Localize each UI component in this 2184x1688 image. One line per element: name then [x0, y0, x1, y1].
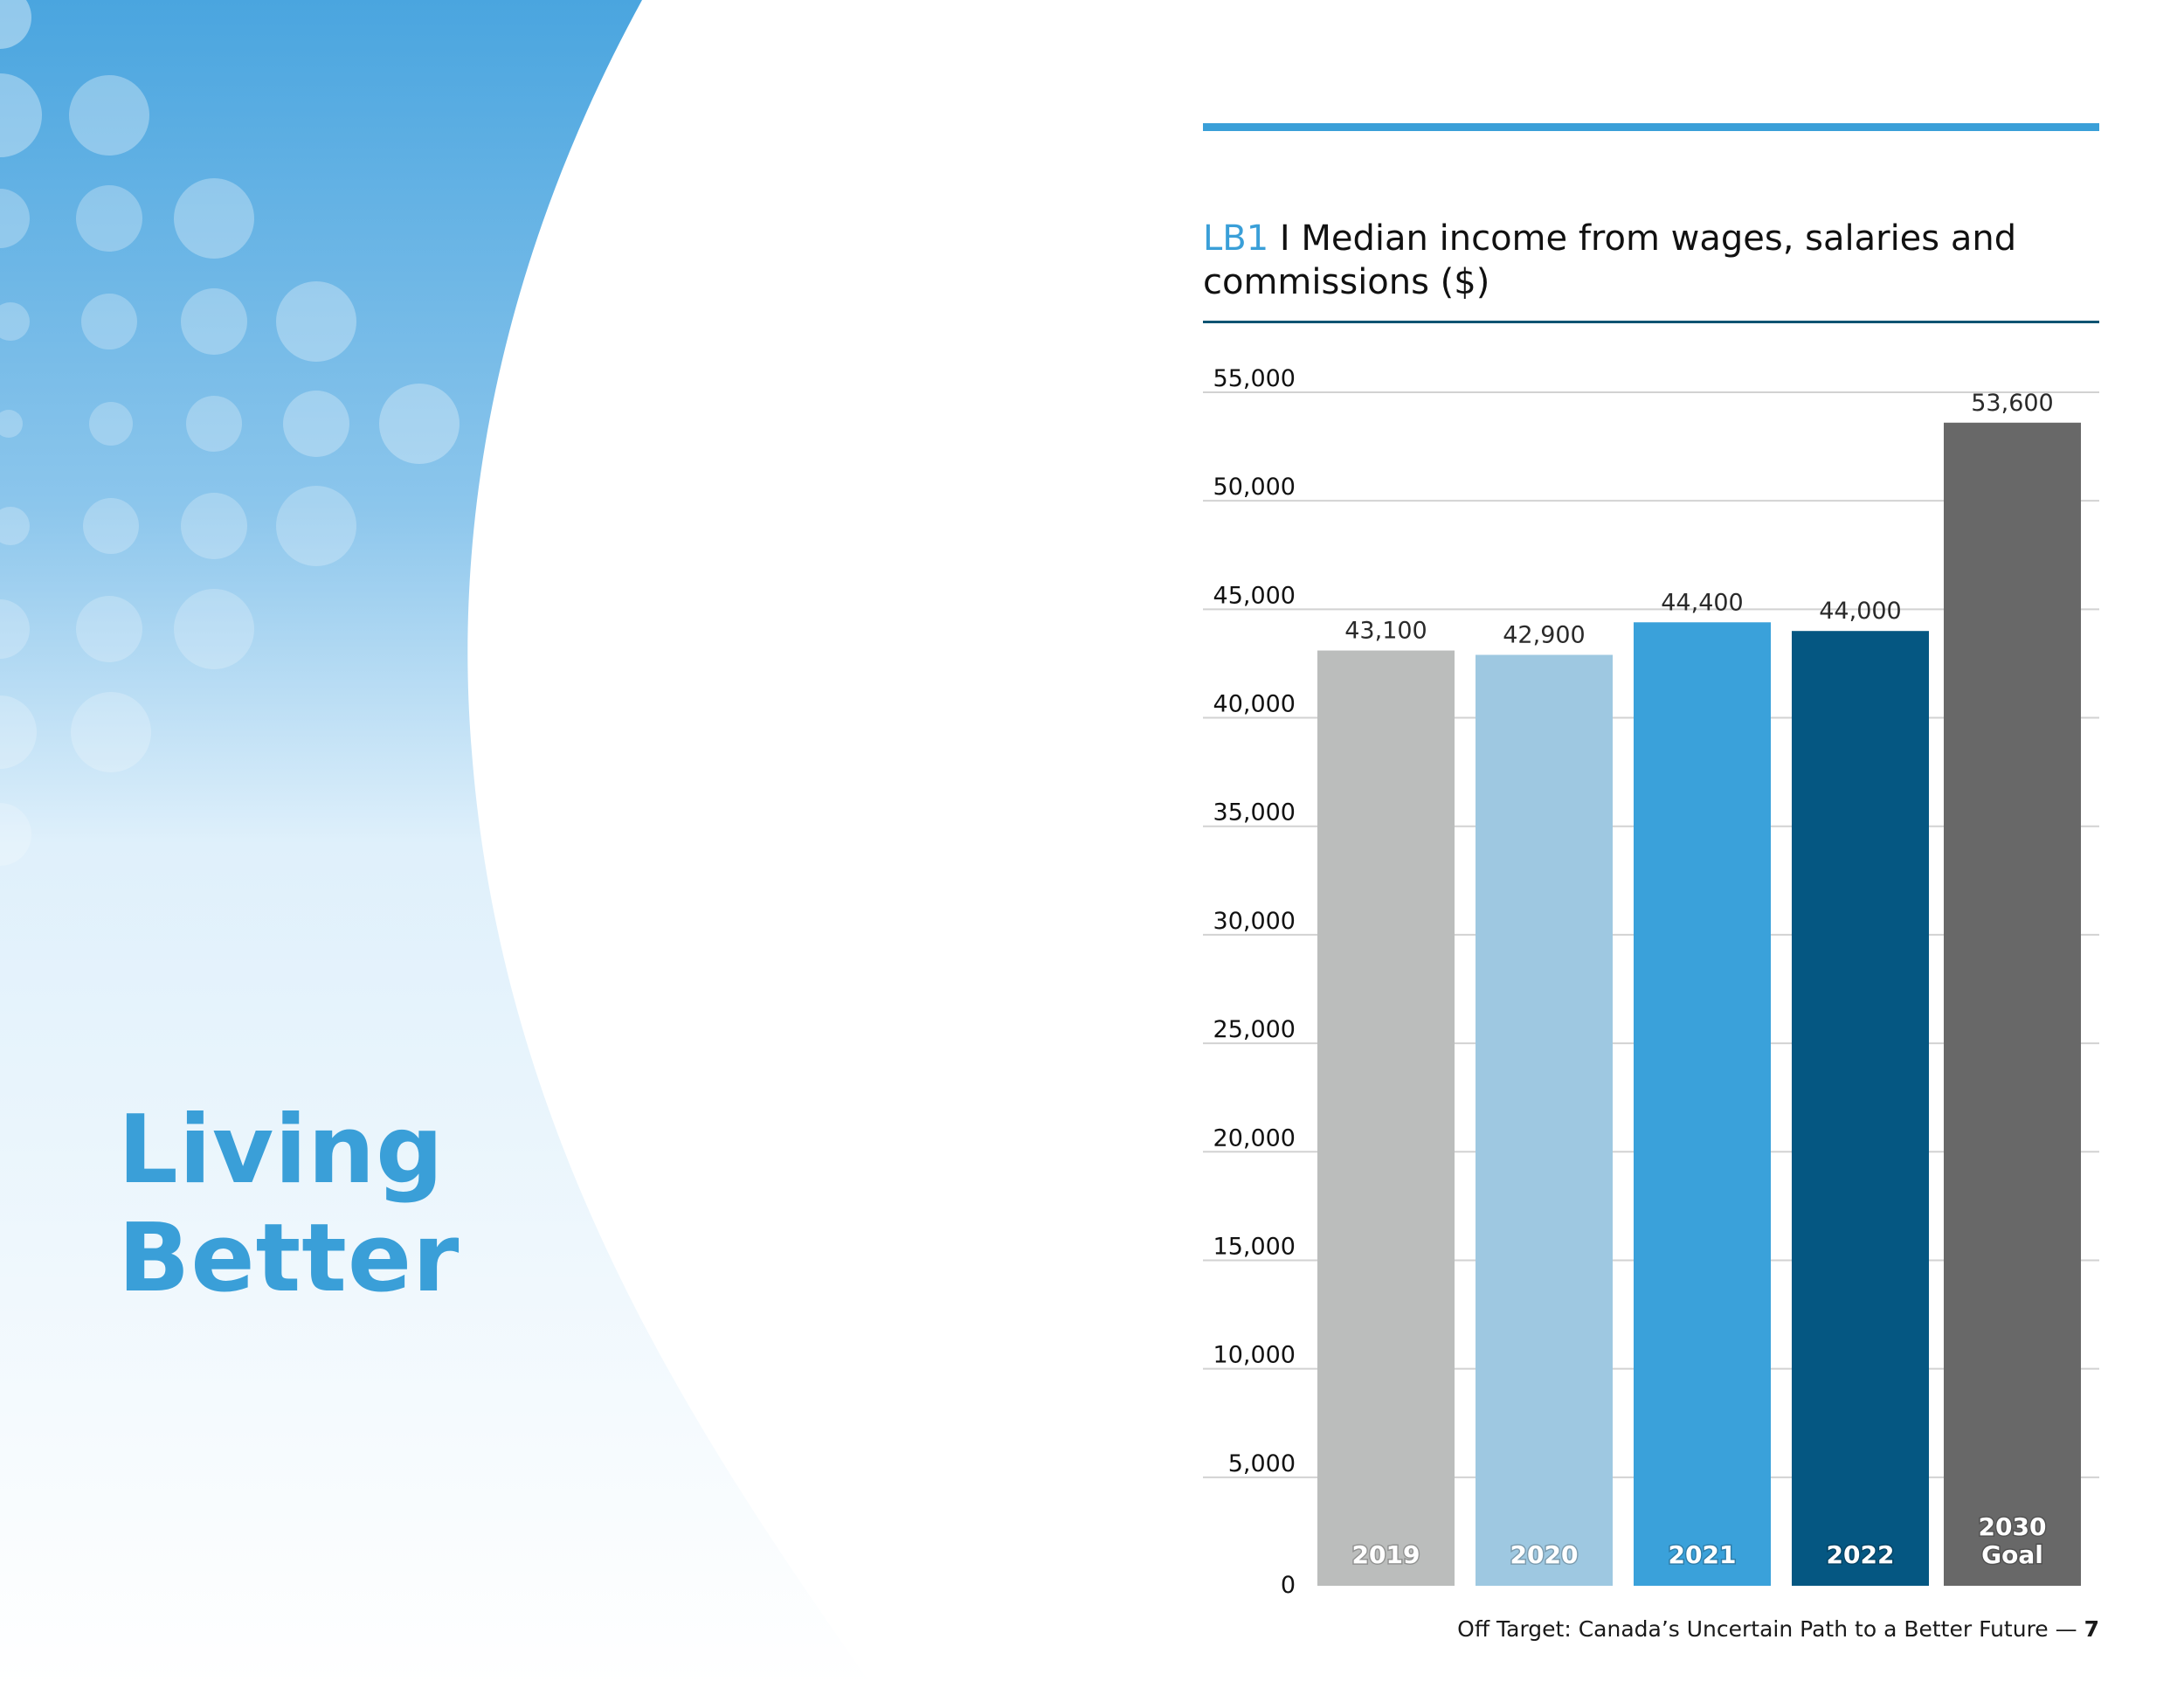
y-tick-label: 30,000 — [1213, 908, 1296, 935]
y-tick-label: 40,000 — [1213, 691, 1296, 718]
page-title-line-2: Better — [118, 1204, 460, 1313]
bar-group: 43,100 2019 — [1317, 618, 1455, 1586]
decor-dot — [0, 73, 42, 157]
chart-code: LB1 — [1203, 218, 1269, 259]
decor-dot — [83, 498, 139, 554]
decor-dot — [276, 281, 356, 362]
decor-dot — [0, 695, 37, 769]
data-label: 44,000 — [1819, 598, 1901, 625]
decor-dot — [283, 391, 349, 457]
y-tick-label: 0 — [1281, 1572, 1296, 1599]
data-label: 44,400 — [1661, 589, 1743, 616]
decor-dot — [186, 396, 242, 452]
category-label: 2021 — [1669, 1540, 1737, 1569]
category-label: 2030 Goal — [1979, 1512, 2047, 1569]
y-tick-label: 5,000 — [1228, 1450, 1296, 1477]
chart-title-separator: I — [1268, 218, 1302, 259]
bar-group: 44,000 2022 — [1792, 598, 1929, 1587]
decor-dot — [0, 599, 30, 659]
category-label: 2019 — [1352, 1540, 1420, 1569]
y-tick-label: 35,000 — [1213, 799, 1296, 827]
y-tick-label: 25,000 — [1213, 1016, 1296, 1043]
decor-dot — [379, 384, 460, 464]
decor-dot — [76, 185, 142, 252]
chart-title-text: Median income from wages, salaries and c… — [1203, 218, 2017, 302]
category-label: 2022 — [1827, 1540, 1895, 1569]
decor-dot — [76, 596, 142, 662]
y-tick-label: 50,000 — [1213, 474, 1296, 501]
decor-dot — [0, 410, 23, 438]
bar — [1792, 631, 1929, 1587]
decor-dot — [0, 302, 30, 341]
data-label: 42,900 — [1503, 622, 1585, 649]
y-tick-label: 10,000 — [1213, 1342, 1296, 1369]
data-label: 53,600 — [1971, 390, 2053, 417]
y-tick-label: 15,000 — [1213, 1233, 1296, 1260]
decor-dot — [174, 178, 254, 259]
decor-dot — [71, 692, 151, 772]
title-underline — [1203, 321, 2099, 323]
page-number: 7 — [2084, 1616, 2099, 1642]
blue-arc-shape — [0, 0, 874, 1688]
y-tick-label: 55,000 — [1213, 365, 1296, 392]
bar — [1317, 650, 1455, 1586]
bar-group: 44,400 2021 — [1634, 589, 1771, 1587]
decor-dot — [276, 486, 356, 566]
y-tick-label: 20,000 — [1213, 1124, 1296, 1152]
bar — [1944, 422, 2081, 1587]
decor-dot — [69, 75, 149, 156]
footer-text: Off Target: Canada’s Uncertain Path to a… — [1457, 1616, 2077, 1642]
decor-dot — [0, 189, 30, 248]
bars: 43,100 2019 42,900 2020 44,400 2021 44,000 2022… — [1317, 390, 2081, 1587]
top-accent-rule — [1203, 123, 2099, 131]
bar-group: 42,900 2020 — [1476, 622, 1613, 1586]
bar — [1476, 654, 1613, 1586]
decor-dot — [181, 288, 247, 355]
y-axis-labels: 0 5,000 10,000 15,000 20,000 25,000 30,000 35,0… — [1213, 365, 1296, 1599]
dot-pattern — [0, 0, 460, 866]
bar-group: 53,600 2030 Goal — [1944, 390, 2081, 1587]
bar — [1634, 622, 1771, 1587]
decor-dot — [0, 803, 31, 866]
chart-title: LB1 I Median income from wages, salaries… — [1203, 217, 2094, 304]
footer: Off Target: Canada’s Uncertain Path to a… — [1457, 1616, 2099, 1642]
page-title-line-1: Living — [118, 1096, 445, 1205]
page-title: Living Better — [118, 1097, 460, 1313]
decor-dot — [174, 589, 254, 669]
category-label: 2020 — [1510, 1540, 1579, 1569]
data-label: 43,100 — [1344, 618, 1427, 645]
decor-dot — [0, 507, 30, 545]
decor-dot — [89, 402, 133, 446]
y-tick-label: 45,000 — [1213, 582, 1296, 609]
decor-dot — [181, 493, 247, 559]
decor-dot — [81, 294, 137, 349]
decor-dot — [0, 0, 31, 49]
